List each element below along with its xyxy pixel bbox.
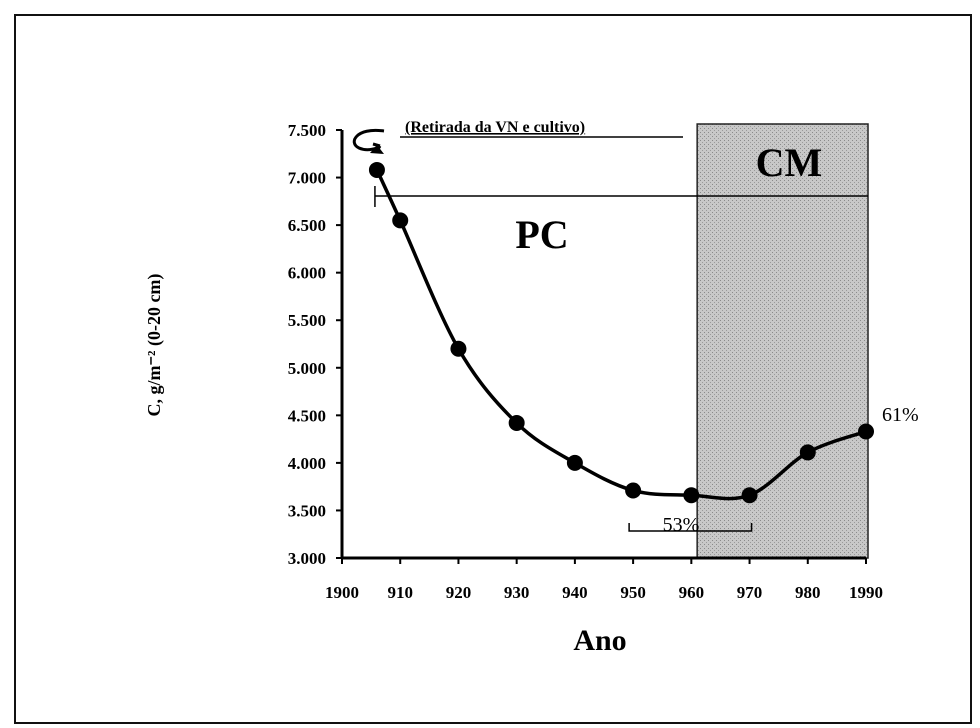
x-ticks: 1900 910 920 930 940 950 960 970 980 1990 <box>325 558 883 602</box>
y-tick-label: 7.500 <box>288 121 326 140</box>
percent-53-label: 53% <box>663 514 700 536</box>
x-tick-label: 970 <box>737 583 763 602</box>
data-point <box>450 340 467 357</box>
data-point <box>392 212 409 229</box>
y-tick-label: 6.000 <box>288 264 326 283</box>
pc-region-label: PC <box>515 212 568 257</box>
x-tick-label: 960 <box>679 583 705 602</box>
y-tick-label: 7.000 <box>288 169 326 188</box>
data-point <box>508 414 525 431</box>
y-axis-title: C, g/m⁻² (0-20 cm) <box>144 274 165 417</box>
data-point <box>368 161 385 178</box>
x-tick-label: 920 <box>446 583 472 602</box>
y-tick-label: 4.500 <box>288 406 326 425</box>
series-line <box>375 168 868 501</box>
y-tick-label: 4.000 <box>288 454 326 473</box>
x-tick-label: 940 <box>562 583 588 602</box>
percent-61-label: 61% <box>882 404 919 426</box>
data-points <box>368 161 874 504</box>
x-tick-label: 1900 <box>325 583 359 602</box>
y-tick-label: 3.500 <box>288 501 326 520</box>
data-point <box>625 482 642 499</box>
data-point <box>799 444 816 461</box>
top-annotation: (Retirada da VN e cultivo) <box>405 119 585 136</box>
data-point <box>566 454 583 471</box>
x-axis-title: Ano <box>573 624 626 657</box>
x-tick-label: 980 <box>795 583 821 602</box>
cm-region-label: CM <box>756 140 823 185</box>
cm-region <box>696 123 869 559</box>
x-tick-label: 950 <box>620 583 646 602</box>
y-tick-label: 5.000 <box>288 359 326 378</box>
x-tick-label: 910 <box>387 583 413 602</box>
bracket-53 <box>628 523 753 532</box>
y-tick-label: 3.000 <box>288 549 326 568</box>
y-tick-label: 6.500 <box>288 216 326 235</box>
data-point <box>683 487 700 504</box>
x-tick-label: 1990 <box>849 583 883 602</box>
y-tick-label: 5.500 <box>288 311 326 330</box>
arrowhead-icon <box>370 145 384 154</box>
data-point <box>858 423 874 440</box>
y-ticks: 7.500 7.000 6.500 6.000 5.500 5.000 4.500 4.000… <box>288 121 342 568</box>
data-point <box>741 487 758 504</box>
x-tick-label: 930 <box>504 583 530 602</box>
